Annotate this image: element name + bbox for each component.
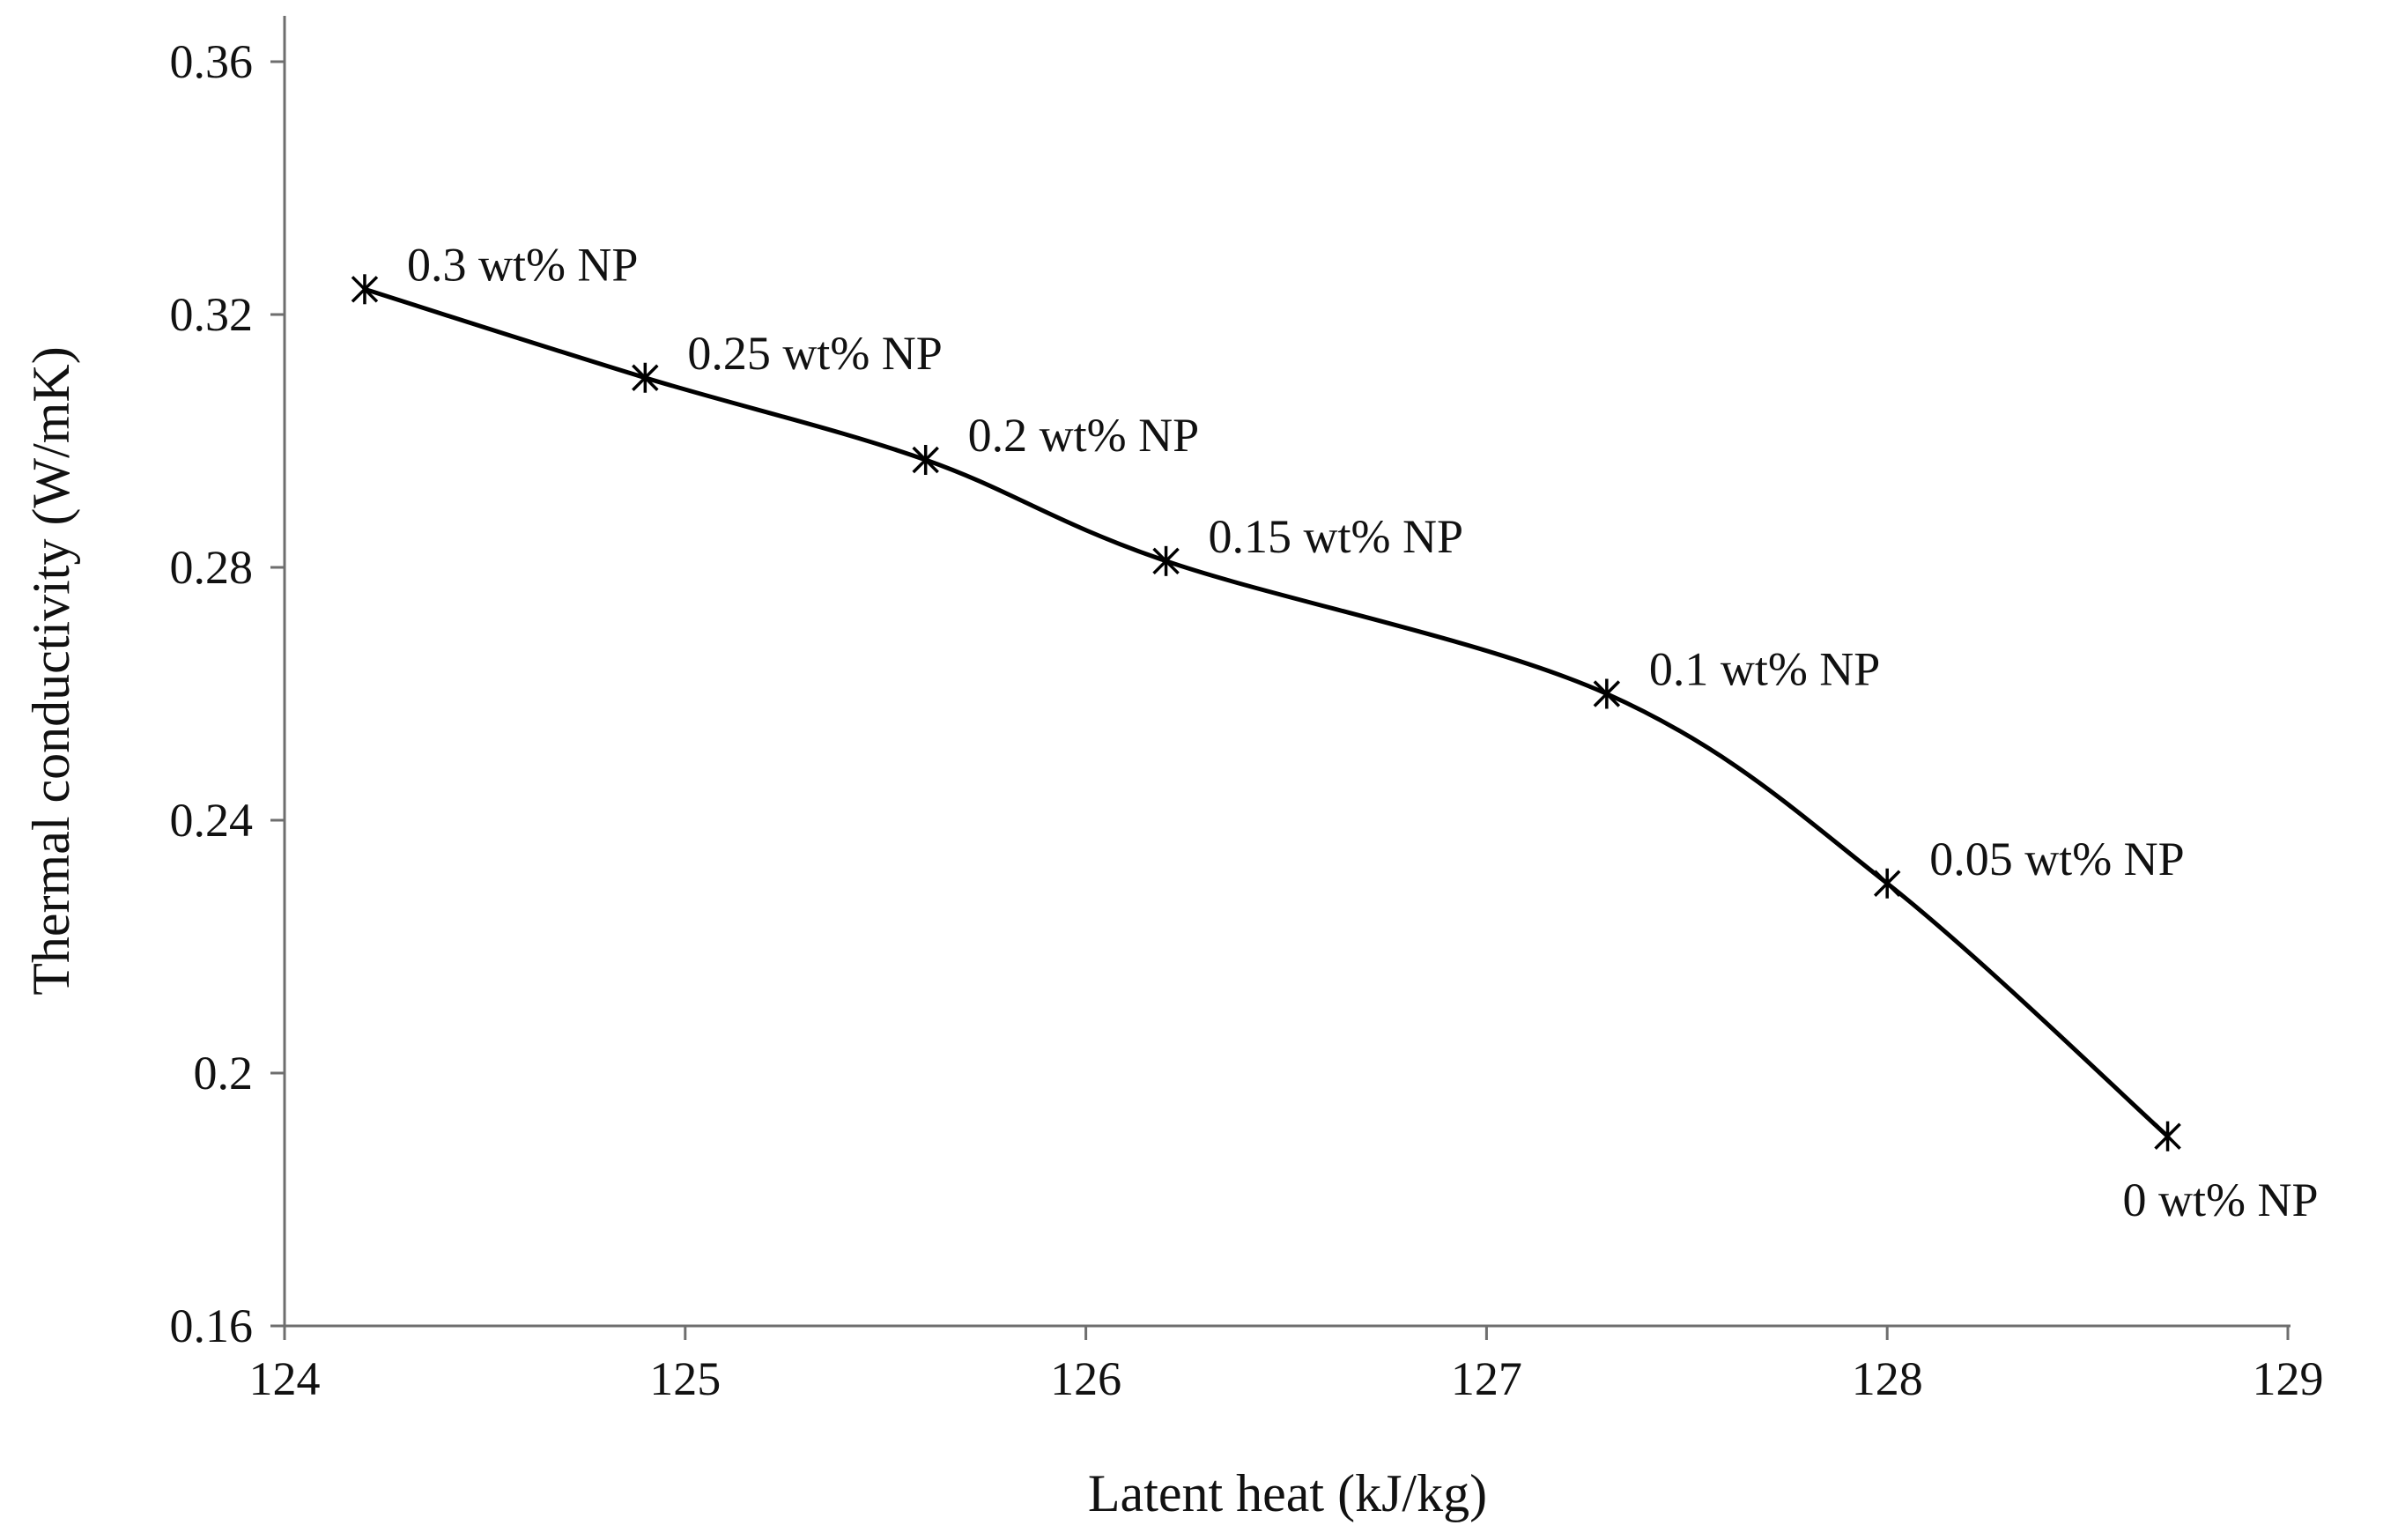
y-tick-label: 0.36 (170, 35, 254, 88)
data-label: 0.1 wt% NP (1649, 643, 1881, 696)
data-labels: 0.3 wt% NP 0.25 wt% NP 0.2 wt% NP0.15 wt% … (407, 238, 2319, 1225)
x-tick-label: 126 (1050, 1352, 1121, 1405)
axes (283, 16, 2290, 1328)
data-point-marker (1873, 868, 1901, 899)
data-label: 0.25 wt% NP (687, 327, 943, 380)
data-label: 0 wt% NP (2123, 1174, 2319, 1226)
data-label: 0.15 wt% NP (1209, 510, 1464, 563)
y-tick-label: 0.24 (170, 794, 254, 847)
series-line (362, 286, 2171, 1139)
data-point-marker (1152, 545, 1180, 576)
y-tick-label: 0.32 (170, 288, 254, 341)
data-point-marker (351, 274, 379, 305)
x-ticks: 124 125 126 127 128 129 (249, 1326, 2324, 1405)
x-axis-title: Latent heat (kJ/kg) (1088, 1464, 1487, 1522)
x-tick-label: 129 (2253, 1352, 2324, 1405)
y-ticks: 0.16 0.2 0.24 0.28 0.32 0.36 (170, 35, 285, 1352)
data-point-marker (632, 362, 659, 393)
data-markers (351, 274, 2181, 1151)
x-tick-label: 127 (1451, 1352, 1522, 1405)
data-point-marker (1593, 678, 1621, 709)
data-point-marker (2154, 1121, 2181, 1151)
data-label: 0.05 wt% NP (1929, 833, 2185, 885)
data-point-marker (912, 445, 939, 476)
y-tick-label: 0.28 (170, 541, 254, 594)
y-tick-label: 0.2 (194, 1047, 254, 1099)
y-tick-label: 0.16 (170, 1299, 254, 1352)
y-axis-title: Thermal conductivity (W/mK) (22, 346, 80, 995)
x-tick-label: 124 (249, 1352, 321, 1405)
x-tick-label: 128 (1852, 1352, 1923, 1405)
data-label: 0.2 wt% NP (968, 409, 1200, 462)
x-tick-label: 125 (649, 1352, 721, 1405)
data-label: 0.3 wt% NP (407, 238, 639, 291)
